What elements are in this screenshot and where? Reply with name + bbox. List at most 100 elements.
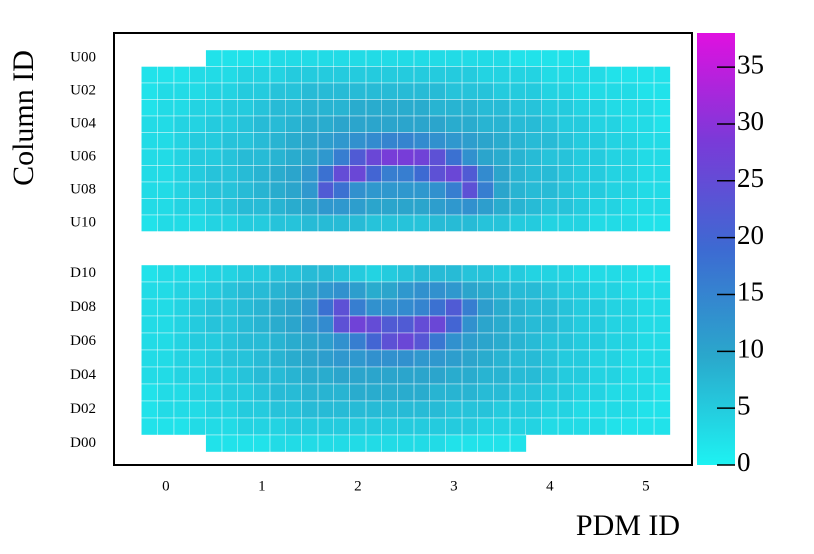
heatmap-cell bbox=[333, 400, 350, 419]
heatmap-cell bbox=[445, 349, 463, 368]
heatmap-cell bbox=[349, 417, 367, 436]
heatmap-cell bbox=[365, 82, 383, 100]
heatmap-cell bbox=[525, 332, 542, 351]
heatmap-cell bbox=[461, 214, 479, 232]
heatmap-cell bbox=[573, 315, 590, 334]
heatmap-cell bbox=[141, 148, 158, 166]
heatmap-cell bbox=[365, 298, 383, 317]
heatmap-cell bbox=[141, 99, 158, 117]
heatmap-cell bbox=[333, 148, 350, 166]
heatmap-cell bbox=[221, 281, 239, 300]
heatmap-cell bbox=[477, 383, 494, 402]
heatmap-cell bbox=[637, 132, 655, 150]
heatmap-cell bbox=[317, 383, 335, 402]
heatmap-cell bbox=[541, 49, 559, 67]
heatmap-cell bbox=[381, 366, 398, 385]
heatmap-cell bbox=[237, 281, 254, 300]
heatmap-cell bbox=[285, 383, 302, 402]
heatmap-cell bbox=[285, 198, 302, 216]
heatmap-cell bbox=[509, 383, 527, 402]
heatmap-cell bbox=[221, 383, 239, 402]
heatmap-cell bbox=[429, 332, 446, 351]
heatmap-cell bbox=[541, 281, 559, 300]
heatmap-cell bbox=[589, 115, 607, 133]
heatmap-cell bbox=[253, 349, 271, 368]
heatmap-cell bbox=[333, 115, 350, 133]
heatmap-cell bbox=[429, 315, 446, 334]
heatmap-cell bbox=[429, 281, 446, 300]
heatmap-cell bbox=[429, 349, 446, 368]
heatmap-cell bbox=[269, 82, 287, 100]
heatmap-cell bbox=[413, 99, 431, 117]
heatmap-cell bbox=[381, 148, 398, 166]
heatmap-cell bbox=[205, 400, 223, 419]
heatmap-cell bbox=[317, 181, 335, 199]
heatmap-cell bbox=[621, 400, 638, 419]
heatmap-cell bbox=[589, 181, 607, 199]
heatmap-cell bbox=[365, 281, 383, 300]
heatmap-cell bbox=[493, 82, 511, 100]
heatmap-cell bbox=[493, 349, 511, 368]
heatmap-cell bbox=[525, 281, 542, 300]
heatmap-cell bbox=[173, 181, 191, 199]
heatmap-cell bbox=[253, 82, 271, 100]
heatmap-cell bbox=[589, 417, 607, 436]
heatmap-cell bbox=[637, 366, 655, 385]
heatmap-cell bbox=[381, 214, 398, 232]
heatmap-cell bbox=[637, 417, 655, 436]
heatmap-cell bbox=[365, 181, 383, 199]
heatmap-cell bbox=[365, 400, 383, 419]
heatmap-cell bbox=[621, 165, 638, 183]
heatmap-cell bbox=[173, 366, 191, 385]
heatmap-cell bbox=[461, 99, 479, 117]
heatmap-cell bbox=[493, 315, 511, 334]
heatmap-cell bbox=[653, 148, 671, 166]
heatmap-cell bbox=[269, 148, 287, 166]
heatmap-cell bbox=[397, 298, 415, 317]
heatmap-cell bbox=[621, 66, 638, 84]
heatmap-cell bbox=[477, 315, 494, 334]
heatmap-cell bbox=[205, 181, 223, 199]
heatmap-cell bbox=[349, 198, 367, 216]
heatmap-cell bbox=[333, 264, 350, 283]
heatmap-cell bbox=[173, 214, 191, 232]
heatmap-cell bbox=[429, 366, 446, 385]
heatmap-cell bbox=[413, 434, 431, 453]
heatmap-cell bbox=[141, 298, 158, 317]
heatmap-cell bbox=[509, 434, 527, 453]
heatmap-cell bbox=[653, 264, 671, 283]
heatmap-cell bbox=[333, 165, 350, 183]
heatmap-cell bbox=[141, 181, 158, 199]
heatmap-cell bbox=[349, 165, 367, 183]
heatmap-cell bbox=[637, 315, 655, 334]
heatmap-cell bbox=[205, 99, 223, 117]
heatmap-cell bbox=[525, 181, 542, 199]
heatmap-cell bbox=[269, 298, 287, 317]
heatmap-cell bbox=[173, 315, 191, 334]
heatmap-cell bbox=[605, 66, 623, 84]
heatmap-cell bbox=[589, 132, 607, 150]
heatmap-cell bbox=[269, 165, 287, 183]
heatmap-cell bbox=[493, 99, 511, 117]
heatmap-cell bbox=[413, 165, 431, 183]
heatmap-cell bbox=[557, 366, 575, 385]
heatmap-cell bbox=[317, 165, 335, 183]
heatmap-cell bbox=[557, 315, 575, 334]
heatmap-cell bbox=[541, 99, 559, 117]
heatmap-cell bbox=[461, 298, 479, 317]
heatmap-cell bbox=[285, 434, 302, 453]
heatmap-cell bbox=[461, 366, 479, 385]
heatmap-cell bbox=[253, 198, 271, 216]
heatmap-cell bbox=[397, 82, 415, 100]
heatmap-cell bbox=[477, 181, 494, 199]
heatmap-cell bbox=[445, 165, 463, 183]
heatmap-cell bbox=[381, 434, 398, 453]
heatmap-cell bbox=[637, 148, 655, 166]
heatmap-cell bbox=[397, 132, 415, 150]
heatmap-cell bbox=[429, 417, 446, 436]
heatmap-cell bbox=[221, 181, 239, 199]
heatmap-cell bbox=[429, 66, 446, 84]
heatmap-cell bbox=[349, 332, 367, 351]
heatmap-cell bbox=[477, 366, 494, 385]
